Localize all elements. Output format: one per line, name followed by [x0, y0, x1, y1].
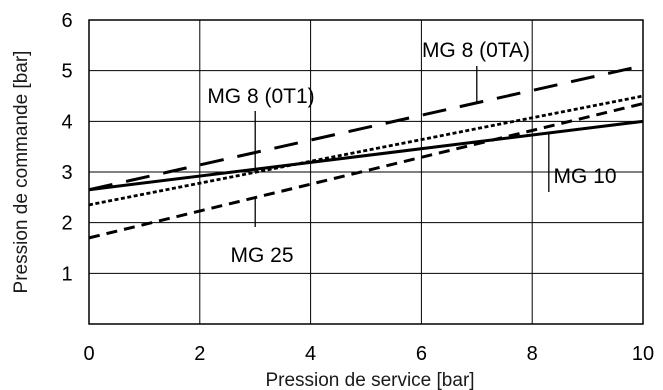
- grid: [89, 20, 643, 324]
- series-label-0: MG 10: [553, 165, 616, 188]
- y-axis-label: Pression de commande [bar]: [11, 51, 32, 294]
- x-tick-label: 2: [194, 343, 205, 365]
- series-label-3: MG 25: [230, 244, 293, 267]
- series-labels: MG 10 MG 8 (0T1) MG 8 (0TA) MG 25: [207, 39, 616, 267]
- series-label-2: MG 8 (0TA): [422, 39, 530, 62]
- x-tick-label: 6: [416, 343, 427, 365]
- y-tick-label: 3: [61, 162, 72, 184]
- series-line-0: [88, 119, 644, 192]
- x-tick-label: 8: [527, 343, 538, 365]
- y-tick-label: 6: [61, 10, 72, 32]
- series-label-1: MG 8 (0T1): [207, 85, 314, 108]
- x-tick-label: 10: [632, 343, 654, 365]
- y-tick-label: 5: [61, 61, 72, 83]
- plot-frame: [88, 19, 644, 325]
- series-line-2: [88, 64, 644, 192]
- series-line-1: [88, 94, 644, 207]
- x-tick-label: 0: [83, 343, 94, 365]
- y-tick-label: 2: [61, 213, 72, 235]
- series-lines: [88, 64, 644, 240]
- x-tick-label: 4: [305, 343, 316, 365]
- y-tick-label: 1: [61, 263, 72, 285]
- series-line-3: [88, 102, 644, 240]
- y-tick-label: 4: [61, 111, 72, 133]
- label-leaders: [254, 66, 550, 227]
- x-axis-label: Pression de service [bar]: [265, 370, 474, 390]
